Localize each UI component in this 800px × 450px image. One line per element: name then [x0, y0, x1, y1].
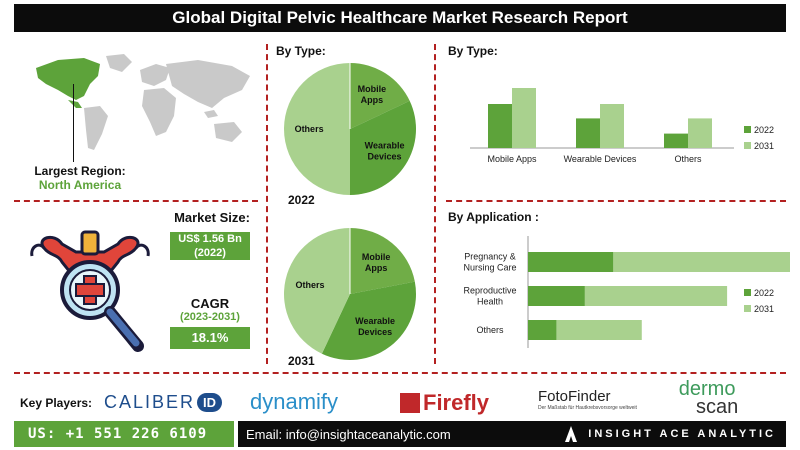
- logo-caliber: CALIBER ID: [104, 392, 223, 413]
- pelvic-health-icon: [30, 230, 150, 352]
- pie-label: Mobile Apps: [362, 252, 391, 273]
- app-bar-reproductive-health-2031: [584, 286, 728, 306]
- divider-region: [14, 200, 258, 202]
- footer-brand: INSIGHT ACE ANALYTIC: [564, 425, 776, 443]
- divider-left: [266, 44, 268, 364]
- app-bar-category-label: Others: [476, 325, 504, 335]
- footer-phone[interactable]: US: +1 551 226 6109: [14, 421, 234, 447]
- pie-slice-mobile-apps: [350, 228, 415, 294]
- logo-fotofinder: FotoFinder Der Maßstab für Hautkrebsvors…: [538, 388, 637, 411]
- logo-dermoscan: dermo scan: [676, 378, 739, 418]
- pie-label: Others: [295, 124, 324, 134]
- logo-caliber-text: CALIBER: [104, 392, 196, 412]
- pie-slice-others: [283, 228, 350, 354]
- pie-2022-year: 2022: [288, 193, 315, 207]
- type-bar-category-label: Mobile Apps: [487, 154, 537, 164]
- app-bar-category-label: Reproductive Health: [463, 286, 516, 307]
- largest-region-label: Largest Region:: [34, 164, 126, 178]
- divider-bottom: [14, 372, 786, 374]
- key-players-label: Key Players:: [20, 396, 93, 410]
- type-bar-mobile-apps-2031: [512, 88, 536, 148]
- type-bar-others-2022: [664, 133, 688, 148]
- legend-label-2031: 2031: [754, 141, 774, 151]
- logo-firefly-text: Firefly: [423, 390, 490, 415]
- cagr-label: CAGR: [190, 296, 230, 311]
- type-bar-category-label: Others: [674, 154, 702, 164]
- pie-label: Wearable Devices: [365, 140, 405, 161]
- type-bar-wearable-devices-2022: [576, 118, 600, 148]
- type-bar-title: By Type:: [448, 44, 498, 58]
- footer-email[interactable]: Email: info@insightaceanalytic.com: [246, 426, 451, 442]
- application-bar-chart: Pregnancy & Nursing Care Reproductive Healt…: [463, 236, 790, 348]
- logo-fotofinder-tagline: Der Maßstab für Hautkrebsvorsorge weltwe…: [538, 405, 637, 411]
- brand-logo-icon: [565, 426, 578, 442]
- world-map: [36, 54, 250, 150]
- app-bar-others-2022: [528, 320, 557, 340]
- footer-brand-text: INSIGHT ACE ANALYTIC: [588, 428, 776, 440]
- legend-swatch-2031: [744, 142, 751, 149]
- app-legend-label-2022: 2022: [754, 288, 774, 298]
- pie-2031-year: 2031: [288, 354, 315, 368]
- logo-caliber-id: ID: [197, 393, 223, 412]
- app-legend-label-2031: 2031: [754, 304, 774, 314]
- app-legend-swatch-2031: [744, 305, 751, 312]
- pie-section-title: By Type:: [276, 44, 326, 58]
- pie-label: Others: [296, 280, 325, 290]
- divider-right: [434, 44, 436, 364]
- type-bar-category-label: Wearable Devices: [564, 154, 637, 164]
- app-bar-pregnancy-nursing-care-2022: [528, 252, 614, 272]
- type-bar-wearable-devices-2031: [600, 104, 624, 148]
- page-title: Global Digital Pelvic Healthcare Market …: [14, 4, 786, 32]
- pie-2022: Mobile Apps Wearable Devices Others: [284, 63, 416, 195]
- north-america-region: [36, 58, 100, 100]
- pie-label: Mobile Apps: [358, 84, 387, 105]
- market-size-box: US$ 1.56 Bn (2022): [170, 232, 250, 260]
- footer-phone-text: US: +1 551 226 6109: [28, 426, 208, 442]
- market-size-year: (2022): [194, 247, 226, 259]
- pie-slice-mobile-apps: [350, 63, 410, 129]
- cagr-value: 18.1%: [170, 327, 250, 349]
- type-bar-others-2031: [688, 118, 712, 148]
- type-bar-mobile-apps-2022: [488, 104, 512, 148]
- market-size-value: US$ 1.56 Bn: [178, 233, 242, 245]
- application-bar-title: By Application :: [448, 210, 539, 224]
- pie-2031: Mobile Apps Wearable Devices Others: [283, 228, 416, 361]
- page-title-text: Global Digital Pelvic Healthcare Market …: [172, 8, 628, 27]
- legend-swatch-2022: [744, 126, 751, 133]
- app-bar-category-label: Pregnancy & Nursing Care: [463, 252, 516, 273]
- app-legend-swatch-2022: [744, 289, 751, 296]
- market-size-label: Market Size:: [174, 210, 250, 225]
- type-bar-chart: Mobile Apps Wearable Devices Others 2022 203…: [470, 88, 774, 164]
- app-bar-pregnancy-nursing-care-2031: [613, 252, 790, 272]
- legend-label-2022: 2022: [754, 125, 774, 135]
- firefly-icon: [400, 393, 420, 413]
- divider-charts: [446, 200, 786, 202]
- logo-dermoscan-top: dermo: [678, 378, 736, 400]
- logo-dynamify: dynamify: [250, 389, 339, 414]
- logo-firefly: Firefly: [400, 390, 489, 416]
- pie-slice-wearable-devices: [321, 281, 416, 361]
- pie-slice-wearable-devices: [350, 100, 416, 195]
- region-pointer-line: [73, 84, 74, 162]
- footer-contact-bar: Email: info@insightaceanalytic.com INSIG…: [238, 421, 786, 447]
- app-bar-reproductive-health-2022: [528, 286, 585, 306]
- cagr-period: (2023-2031): [180, 311, 240, 323]
- logo-dermoscan-bottom: scan: [696, 396, 739, 418]
- largest-region-value: North America: [38, 178, 122, 192]
- pie-slice-others: [284, 63, 350, 195]
- pie-label: Wearable Devices: [355, 316, 395, 337]
- app-bar-others-2031: [556, 320, 642, 340]
- pie-charts: Mobile Apps Wearable Devices Others Mobile Ap…: [283, 63, 416, 361]
- logo-fotofinder-text: FotoFinder: [538, 388, 611, 405]
